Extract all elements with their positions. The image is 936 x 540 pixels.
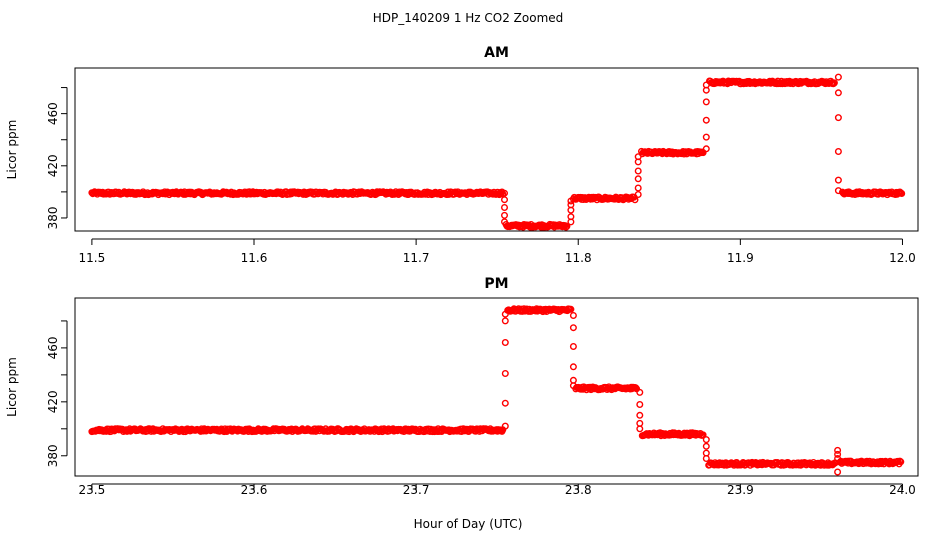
x-tick-label: 24.0 (889, 483, 916, 497)
x-tick-label: 23.9 (727, 483, 754, 497)
transition-point (501, 211, 509, 219)
transition-point (501, 310, 509, 318)
transition-point (702, 133, 710, 141)
transition-point (634, 167, 642, 175)
transition-point (567, 213, 575, 221)
transition-point (501, 189, 509, 197)
transition-point (634, 190, 642, 198)
transition-point (501, 218, 509, 226)
transition-point (501, 399, 509, 407)
transition-point (834, 114, 842, 122)
y-tick-label: 460 (46, 102, 60, 125)
transition-point (569, 343, 577, 351)
transition-point (501, 422, 509, 430)
transition-point (834, 73, 842, 81)
data-point (830, 79, 838, 87)
transition-point (702, 145, 710, 153)
x-tick-label: 11.5 (79, 251, 106, 265)
transition-point (634, 184, 642, 192)
x-axis-label: Hour of Day (UTC) (414, 517, 523, 531)
transition-point (702, 98, 710, 106)
panel-title: AM (484, 45, 509, 61)
data-point (563, 222, 571, 230)
data-points (88, 73, 906, 231)
panel-title: PM (484, 276, 508, 292)
x-tick-label: 11.8 (565, 251, 592, 265)
x-tick-label: 11.9 (727, 251, 754, 265)
transition-point (501, 196, 509, 204)
transition-point (501, 203, 509, 211)
transition-point (501, 339, 509, 347)
data-point (631, 196, 639, 204)
am-panel: AM Licor ppm 11.5 11.6 11.7 11.8 11.9 12.0 380 42… (5, 45, 919, 265)
plot-frame (74, 297, 919, 477)
transition-point (634, 175, 642, 183)
x-tick-label: 23.6 (241, 483, 268, 497)
data-point (699, 431, 707, 439)
data-point (897, 458, 905, 466)
x-tick-label: 23.5 (79, 483, 106, 497)
transition-point (834, 89, 842, 97)
transition-point (569, 363, 577, 371)
x-tick-label: 11.6 (241, 251, 268, 265)
transition-point (702, 81, 710, 89)
data-point (567, 305, 575, 313)
data-points (88, 305, 905, 476)
y-tick-label: 460 (46, 336, 60, 359)
data-point (898, 189, 906, 197)
transition-point (567, 201, 575, 209)
transition-point (636, 425, 644, 433)
figure-title: HDP_140209 1 Hz CO2 Zoomed (373, 11, 564, 25)
transition-point (501, 317, 509, 325)
transition-point (834, 176, 842, 184)
y-tick-label: 380 (46, 444, 60, 467)
transition-point (569, 382, 577, 390)
transition-point (702, 442, 710, 450)
transition-point (702, 455, 710, 463)
transition-point (834, 450, 842, 458)
transition-point (834, 147, 842, 155)
y-axis-label: Licor ppm (5, 357, 19, 417)
x-tick-label: 23.7 (403, 483, 430, 497)
transition-point (834, 446, 842, 454)
transition-point (567, 197, 575, 205)
transition-point (834, 455, 842, 463)
transition-point (834, 468, 842, 476)
x-tick-label: 23.8 (565, 483, 592, 497)
transition-point (634, 153, 642, 161)
plot-frame (74, 67, 919, 232)
x-tick-label: 12.0 (889, 251, 916, 265)
transition-point (702, 436, 710, 444)
y-tick-label: 420 (46, 154, 60, 177)
y-axis-label: Licor ppm (5, 120, 19, 180)
transition-point (834, 187, 842, 195)
transition-point (569, 312, 577, 320)
y-tick-label: 380 (46, 207, 60, 230)
transition-point (636, 401, 644, 409)
transition-point (501, 370, 509, 378)
transition-point (702, 116, 710, 124)
pm-panel: PM Licor ppm 23.5 23.6 23.7 23.8 23.9 24.0 380 42… (5, 276, 919, 497)
transition-point (636, 411, 644, 419)
transition-point (569, 324, 577, 332)
x-tick-label: 11.7 (403, 251, 430, 265)
transition-point (636, 388, 644, 396)
y-tick-label: 420 (46, 390, 60, 413)
